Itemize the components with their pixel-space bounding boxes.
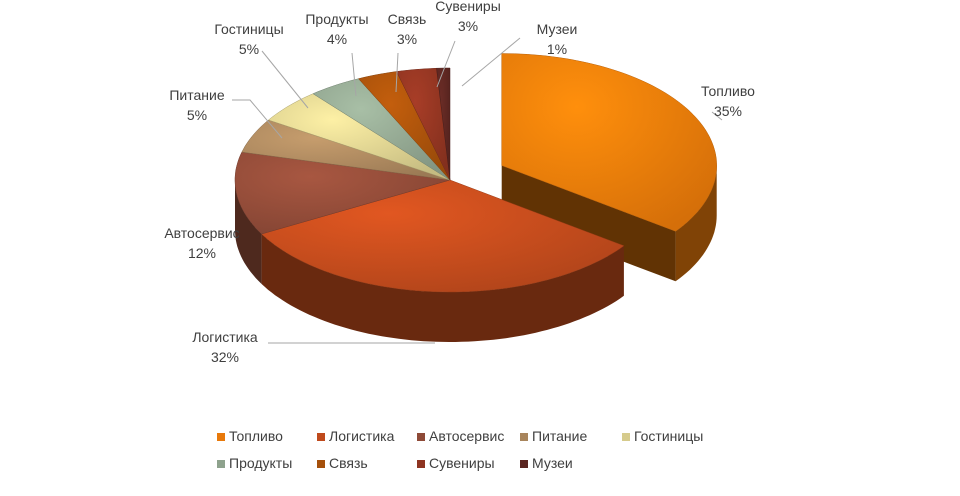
label-value-питание: 5%: [187, 107, 207, 123]
legend-swatch-связь: [317, 460, 325, 468]
label-name-автосервис: Автосервис: [164, 225, 239, 241]
data-labels: Топливо 35% Логистика 32% Автосервис 12% Питан…: [164, 0, 755, 365]
legend-swatch-топливо: [217, 433, 225, 441]
leader-line-продукты: [351, 52, 357, 97]
slice-связь: [358, 71, 451, 181]
label-name-гостиницы: Гостиницы: [214, 21, 283, 37]
label-name-продукты: Продукты: [305, 11, 368, 27]
slice-гостиницы: [267, 93, 451, 181]
slice-топливо: [501, 53, 717, 232]
label-value-автосервис: 12%: [188, 245, 216, 261]
label-value-продукты: 4%: [327, 31, 347, 47]
label-value-связь: 3%: [397, 31, 417, 47]
slice-логистика: [261, 179, 625, 293]
label-name-связь: Связь: [388, 11, 427, 27]
legend-label-гостиницы: Гостиницы: [634, 428, 703, 444]
leader-line-связь: [395, 52, 399, 93]
pie-slice-tops: [234, 53, 717, 293]
legend-swatch-автосервис: [417, 433, 425, 441]
leader-lines: [232, 37, 723, 344]
legend-swatch-продукты: [217, 460, 225, 468]
leader-line-гостиницы: [261, 50, 309, 109]
legend-label-связь: Связь: [329, 455, 368, 471]
slice-side-топливо: [675, 165, 717, 282]
label-name-музеи: Музеи: [537, 21, 578, 37]
slice-side-автосервис: [235, 180, 262, 284]
leader-line-музеи: [461, 37, 521, 87]
slice-сувениры: [396, 67, 451, 181]
legend-label-логистика: Логистика: [329, 428, 395, 444]
label-name-логистика: Логистика: [192, 329, 258, 345]
legend-label-музеи: Музеи: [532, 455, 573, 471]
slice-музеи: [436, 67, 451, 181]
slice-автосервис: [234, 151, 451, 235]
legend-label-топливо: Топливо: [229, 428, 283, 444]
legend-label-продукты: Продукты: [229, 455, 292, 471]
legend-swatch-логистика: [317, 433, 325, 441]
slice-cut-face-end: [501, 165, 676, 282]
leader-line-питание: [232, 99, 283, 139]
pie-slice-sides: [235, 165, 717, 342]
slice-питание: [241, 119, 451, 181]
label-name-сувениры: Сувениры: [435, 0, 501, 14]
label-name-питание: Питание: [169, 87, 224, 103]
label-value-логистика: 32%: [211, 349, 239, 365]
label-name-топливо: Топливо: [701, 83, 755, 99]
leader-line-топливо: [711, 111, 723, 121]
label-value-музеи: 1%: [547, 41, 567, 57]
label-value-сувениры: 3%: [458, 18, 478, 34]
leader-line-сувениры: [436, 40, 456, 88]
label-value-топливо: 35%: [714, 103, 742, 119]
legend-swatch-сувениры: [417, 460, 425, 468]
legend-swatch-питание: [520, 433, 528, 441]
legend-label-автосервис: Автосервис: [429, 428, 504, 444]
legend: Топливо Логистика Автосервис Питание Гостини…: [217, 428, 703, 471]
legend-label-питание: Питание: [532, 428, 587, 444]
legend-label-сувениры: Сувениры: [429, 455, 495, 471]
label-value-гостиницы: 5%: [239, 41, 259, 57]
legend-swatch-музеи: [520, 460, 528, 468]
legend-swatch-гостиницы: [622, 433, 630, 441]
slice-side-логистика: [261, 234, 624, 342]
